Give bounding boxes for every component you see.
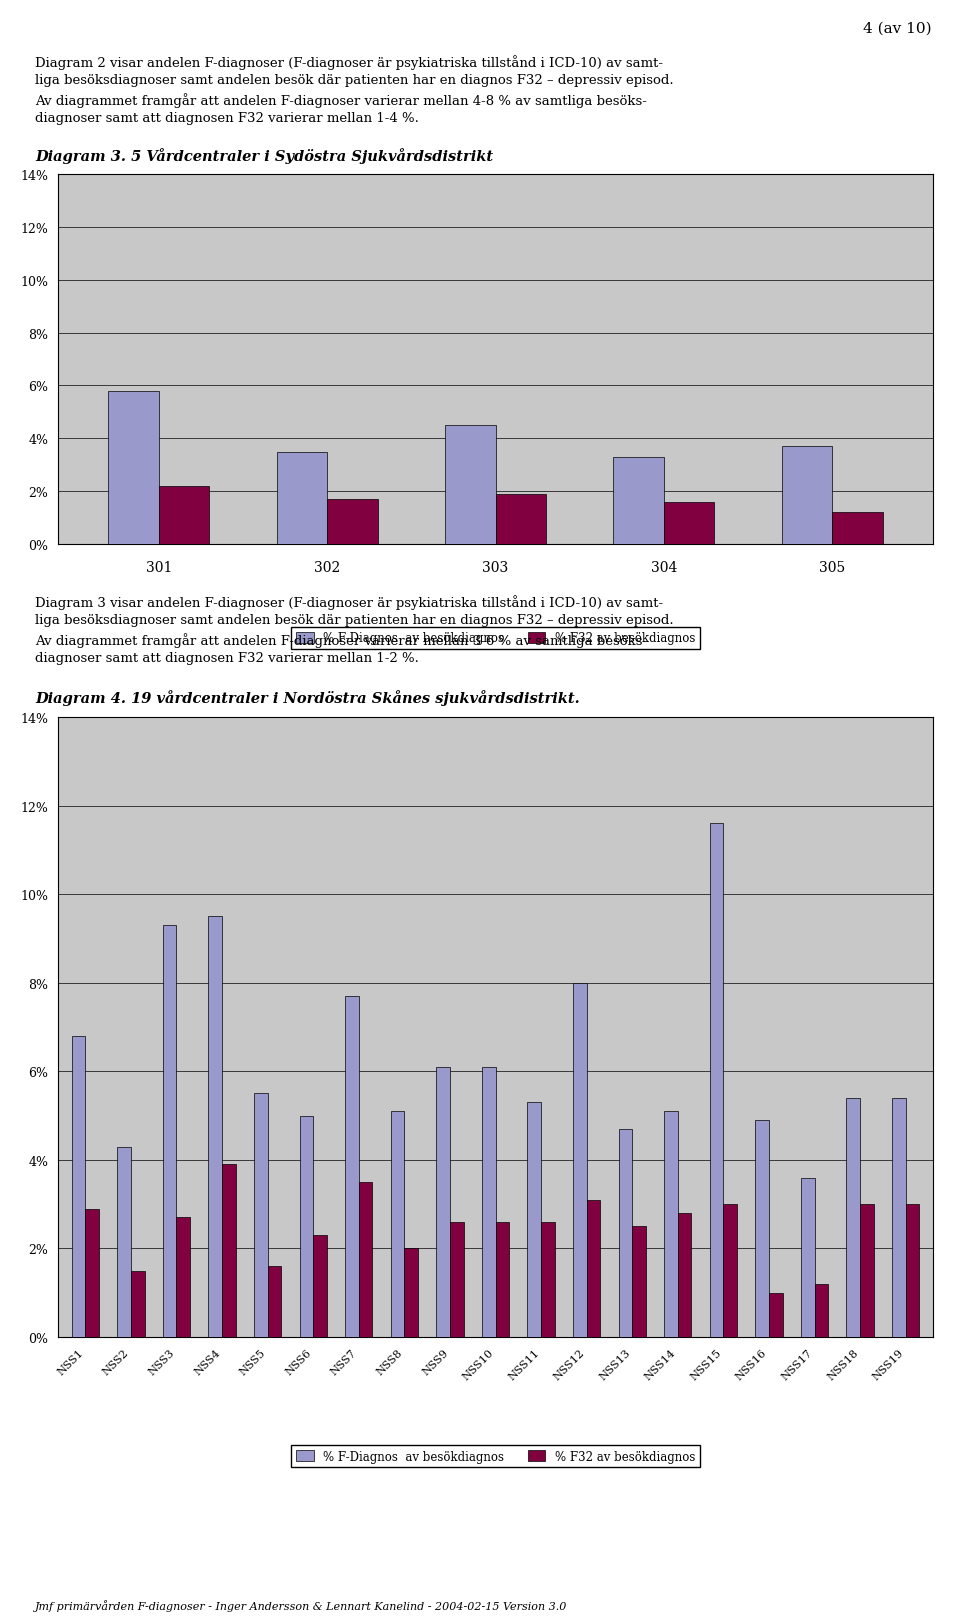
Bar: [905, 1204, 920, 1337]
Text: Diagram 4. 19 vårdcentraler i Nordöstra Skånes sjukvårdsdistrikt.: Diagram 4. 19 vårdcentraler i Nordöstra …: [35, 690, 580, 706]
Text: diagnoser samt att diagnosen F32 varierar mellan 1-2 %.: diagnoser samt att diagnosen F32 variera…: [35, 651, 419, 664]
Text: diagnoser samt att diagnosen F32 varierar mellan 1-4 %.: diagnoser samt att diagnosen F32 variera…: [35, 112, 419, 125]
Bar: [495, 495, 546, 545]
Bar: [664, 1112, 678, 1337]
Bar: [445, 425, 495, 545]
Bar: [359, 1182, 372, 1337]
Bar: [85, 1209, 99, 1337]
Bar: [163, 925, 177, 1337]
Bar: [832, 513, 882, 545]
Text: Diagram 3 visar andelen F-diagnoser (F-diagnoser är psykiatriska tillstånd i ICD: Diagram 3 visar andelen F-diagnoser (F-d…: [35, 594, 663, 610]
Text: Av diagrammet framgår att andelen F-diagnoser varierar mellan 3-6 % av samtliga : Av diagrammet framgår att andelen F-diag…: [35, 633, 647, 648]
Bar: [208, 917, 222, 1337]
Bar: [450, 1222, 464, 1337]
Bar: [633, 1227, 646, 1337]
Bar: [587, 1199, 600, 1337]
Bar: [892, 1099, 905, 1337]
Bar: [177, 1217, 190, 1337]
Text: 4 (av 10): 4 (av 10): [863, 23, 931, 36]
Bar: [756, 1120, 769, 1337]
Bar: [724, 1204, 737, 1337]
Bar: [613, 458, 663, 545]
Bar: [436, 1068, 450, 1337]
Bar: [573, 984, 587, 1337]
Bar: [345, 997, 359, 1337]
Bar: [769, 1294, 782, 1337]
Text: Av diagrammet framgår att andelen F-diagnoser varierar mellan 4-8 % av samtliga : Av diagrammet framgår att andelen F-diag…: [35, 93, 647, 107]
Text: Diagram 2 visar andelen F-diagnoser (F-diagnoser är psykiatriska tillstånd i ICD: Diagram 2 visar andelen F-diagnoser (F-d…: [35, 55, 663, 70]
Bar: [159, 487, 209, 545]
Bar: [847, 1099, 860, 1337]
Bar: [300, 1117, 313, 1337]
Bar: [108, 391, 159, 545]
Bar: [404, 1248, 418, 1337]
Bar: [801, 1178, 814, 1337]
Bar: [131, 1271, 145, 1337]
Bar: [313, 1235, 327, 1337]
Bar: [860, 1204, 874, 1337]
Bar: [254, 1094, 268, 1337]
Bar: [268, 1266, 281, 1337]
Bar: [276, 453, 327, 545]
Text: liga besöksdiagnoser samt andelen besök där patienten har en diagnos F32 – depre: liga besöksdiagnoser samt andelen besök …: [35, 75, 674, 88]
Bar: [618, 1130, 633, 1337]
Bar: [527, 1102, 541, 1337]
Text: Jmf primärvården F-diagnoser - Inger Andersson & Lennart Kanelind - 2004-02-15 V: Jmf primärvården F-diagnoser - Inger And…: [35, 1599, 567, 1612]
Bar: [222, 1165, 236, 1337]
Legend: % F-Diagnos  av besökdiagnos, % F32 av besökdiagnos: % F-Diagnos av besökdiagnos, % F32 av be…: [291, 1444, 700, 1467]
Text: Diagram 3. 5 Vårdcentraler i Sydöstra Sjukvårdsdistrikt: Diagram 3. 5 Vårdcentraler i Sydöstra Sj…: [35, 148, 493, 164]
Bar: [327, 500, 377, 545]
Bar: [495, 1222, 509, 1337]
Bar: [814, 1284, 828, 1337]
Bar: [72, 1035, 85, 1337]
Bar: [482, 1068, 495, 1337]
Bar: [391, 1112, 404, 1337]
Bar: [781, 446, 832, 545]
Text: liga besöksdiagnoser samt andelen besök där patienten har en diagnos F32 – depre: liga besöksdiagnoser samt andelen besök …: [35, 613, 674, 626]
Bar: [541, 1222, 555, 1337]
Bar: [117, 1147, 131, 1337]
Bar: [678, 1214, 691, 1337]
Legend: % F-Diagnos  av besökdiagnos, % F32 av besökdiagnos: % F-Diagnos av besökdiagnos, % F32 av be…: [291, 626, 700, 649]
Bar: [709, 824, 724, 1337]
Bar: [663, 503, 714, 545]
